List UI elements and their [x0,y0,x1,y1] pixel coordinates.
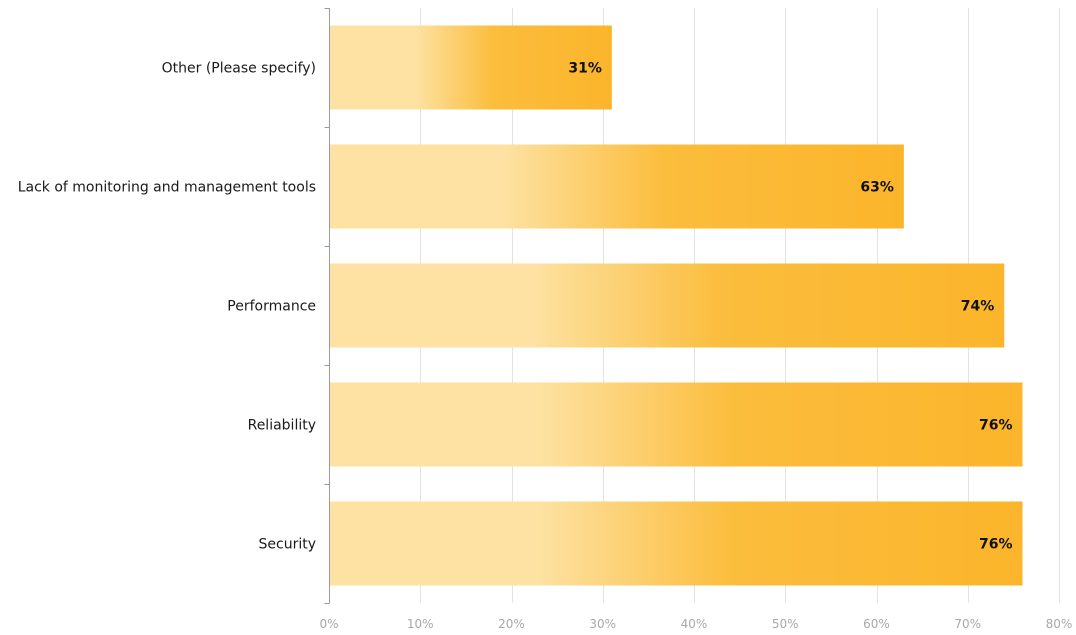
bars [330,25,1023,586]
x-tick-label: 70% [954,617,981,631]
category-label: Performance [227,299,316,315]
data-label: 76% [979,418,1013,434]
bar [330,144,904,229]
x-tick-label: 80% [1046,617,1073,631]
category-label: Reliability [248,418,316,434]
x-tick-label: 40% [681,617,708,631]
data-label: 63% [860,180,894,196]
bar [330,501,1023,586]
x-tick-label: 10% [407,617,434,631]
bar [330,25,612,110]
category-label: Lack of monitoring and management tools [18,180,316,196]
data-label: 76% [979,537,1013,553]
x-tick-label: 20% [498,617,525,631]
category-label: Other (Please specify) [162,61,316,77]
category-label: Security [259,537,317,553]
x-tick-label: 30% [589,617,616,631]
x-tick-label: 60% [863,617,890,631]
bar [330,382,1023,467]
x-tick-label: 0% [319,617,338,631]
data-label: 74% [961,299,995,315]
labels: 0% 10% 20% 30% 40% 50% 60% 70% 80% 31% Other (Plea… [18,61,1073,632]
bar [330,263,1005,348]
axes [324,8,330,604]
data-label: 31% [568,61,602,77]
x-tick-label: 50% [772,617,799,631]
